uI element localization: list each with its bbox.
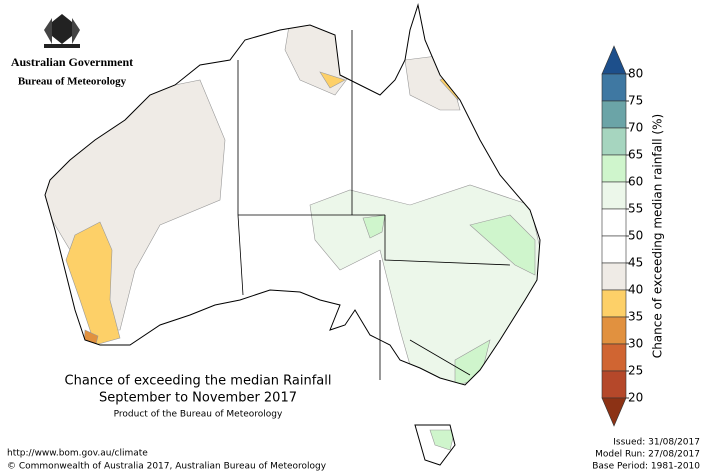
base-period: Base Period: 1981-2010: [592, 462, 700, 472]
colorbar-segment: [601, 73, 627, 102]
colorbar-segment: [601, 208, 627, 237]
tick-label: 50: [628, 229, 643, 243]
colorbar-segment: [601, 289, 627, 318]
tick-label: 65: [628, 148, 643, 162]
colorbar-end: [601, 397, 627, 427]
colorbar-segment: [601, 316, 627, 345]
colorbar-segment: [601, 127, 627, 156]
copyright: © Commonwealth of Australia 2017, Austra…: [7, 462, 327, 472]
coastline: [44, 3, 541, 466]
issued: Issued: 31/08/2017: [613, 438, 700, 448]
colorbar-segment: [601, 100, 627, 129]
colorbar-segment: [601, 343, 627, 372]
colorbar-segment: [601, 262, 627, 291]
tick-label: 45: [628, 256, 643, 270]
tick-label: 25: [628, 364, 643, 378]
colorbar-segment: [601, 154, 627, 183]
tick-label: 40: [628, 283, 643, 297]
tick-label: 55: [628, 202, 643, 216]
map-subtitle: September to November 2017: [99, 391, 297, 406]
colorbar-segment: [601, 235, 627, 264]
model-run: Model Run: 27/08/2017: [595, 450, 700, 460]
colorbar: 80 75 70 65 60 55 50 45 40 35 30 25 20: [601, 45, 643, 427]
region: [319, 71, 346, 89]
agency-name: Bureau of Meteorology: [18, 76, 127, 88]
region: [429, 429, 456, 451]
colorbar-end: [601, 45, 627, 75]
tick-label: 30: [628, 337, 643, 351]
map-credit: Product of the Bureau of Meteorology: [114, 410, 283, 420]
state-borders: [237, 30, 511, 380]
tick-label: 70: [628, 121, 643, 135]
colorbar-segment: [601, 181, 627, 210]
tick-label: 75: [628, 94, 643, 108]
colorbar-segment: [601, 370, 627, 399]
region: [362, 214, 386, 239]
tick-label: 20: [628, 391, 643, 405]
region: [469, 214, 536, 276]
region: [65, 221, 121, 346]
legend-label: Chance of exceeding median rainfall (%): [651, 114, 665, 358]
tick-label: 35: [628, 310, 643, 324]
url: http://www.bom.gov.au/climate: [7, 449, 148, 459]
org-name: Australian Government: [11, 55, 133, 69]
map-title: Chance of exceeding the median Rainfall: [65, 374, 332, 389]
logo: [44, 14, 80, 48]
tick-label: 80: [628, 67, 643, 81]
tick-label: 60: [628, 175, 643, 189]
